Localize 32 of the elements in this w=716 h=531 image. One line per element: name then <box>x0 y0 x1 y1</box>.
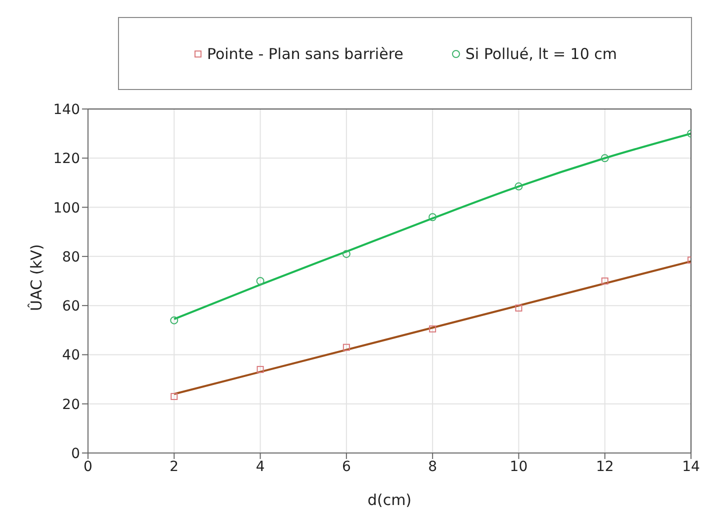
y-tick-label: 40 <box>62 348 80 364</box>
y-tick-label: 20 <box>62 396 80 413</box>
x-tick-label: 10 <box>510 458 528 475</box>
y-tick-label: 60 <box>62 298 80 315</box>
point <box>342 344 350 351</box>
point <box>170 316 178 324</box>
x-tick-label: 0 <box>84 458 92 475</box>
y-axis-title: ÛAC (kV) <box>27 244 46 311</box>
y-tick-label: 140 <box>53 102 80 118</box>
point <box>600 154 609 162</box>
x-tick-label: 14 <box>682 458 700 475</box>
point <box>515 304 522 312</box>
x-tick-label: 4 <box>256 458 265 475</box>
point <box>428 213 437 222</box>
x-axis-title: d(cm) <box>367 491 412 509</box>
point <box>256 277 264 285</box>
x-tick-label: 12 <box>596 458 614 475</box>
legend-label: Si Pollué, lt = 10 cm <box>465 44 618 62</box>
legend-label: Pointe - Plan sans barrière <box>206 44 404 62</box>
point <box>514 182 523 190</box>
x-tick-label: 6 <box>342 458 351 475</box>
point <box>601 278 608 284</box>
x-tick-label: 8 <box>428 458 438 475</box>
y-tick-label: 0 <box>71 446 80 462</box>
point <box>429 325 436 332</box>
y-tick-label: 80 <box>62 249 80 266</box>
x-tick-label: 2 <box>170 458 179 475</box>
point <box>256 366 264 373</box>
y-tick-label: 120 <box>53 151 80 168</box>
point <box>170 392 178 400</box>
y-tick-label: 100 <box>53 200 80 216</box>
point <box>342 250 350 258</box>
